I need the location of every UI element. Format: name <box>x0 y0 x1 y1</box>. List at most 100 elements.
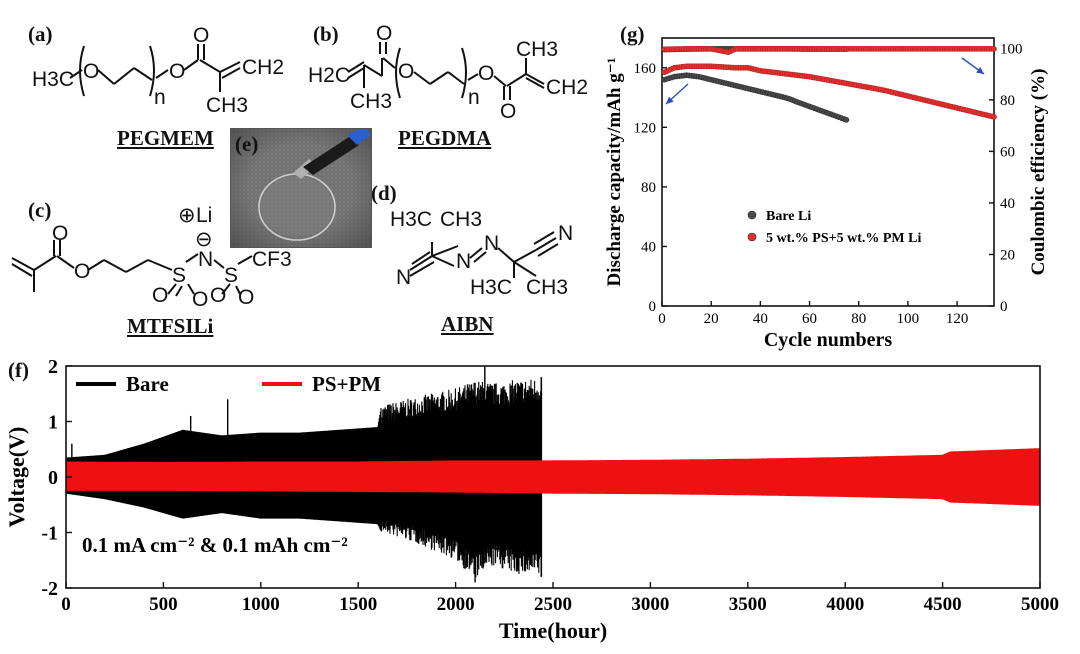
chart-f-xtick-label: 500 <box>149 594 178 615</box>
chem-b-o1: O <box>376 22 392 45</box>
chem-d-n3: N <box>484 232 499 255</box>
chart-g-arrow-right-head <box>976 66 984 74</box>
chart-g-y2tick-label: 80 <box>1000 93 1015 109</box>
chem-a-o2: O <box>169 60 185 83</box>
chart-g-xlabel: Cycle numbers <box>764 329 893 351</box>
chem-b-h2c: H2C <box>308 64 350 87</box>
chem-c-o5: O <box>210 284 226 307</box>
chem-c-o4: O <box>192 288 208 311</box>
chart-g-legend-marker <box>747 210 757 220</box>
membrane-photo-art <box>231 129 371 247</box>
chart-g-y2tick-label: 40 <box>1000 196 1015 212</box>
chart-g-xtick-label: 120 <box>946 311 969 327</box>
chart-f-xtick-label: 0 <box>61 594 71 615</box>
chart-g-y2tick-label: 20 <box>1000 247 1015 263</box>
panel-label-g: (g) <box>620 22 645 46</box>
chem-d-h3c2: H3C <box>470 276 512 299</box>
chem-b-n: n <box>468 86 480 109</box>
chem-d-h3c1: H3C <box>390 208 432 231</box>
chart-g-series-3 <box>661 45 997 56</box>
chart-f: 0 500 1000 1500 2000 2500 3000 3500 4000 4500 5000… <box>4 356 1059 643</box>
chem-c-s2: S <box>224 264 238 287</box>
chart-g-ytick-label: 40 <box>641 239 656 255</box>
chart-g: 0 20 40 60 80 100 12004080120160020406080100Cy… <box>604 37 1049 351</box>
chart-f-xtick-label: 3000 <box>631 594 669 615</box>
chart-f-ytick-label: 1 <box>48 412 58 434</box>
chart-f-xtick-label: 4000 <box>826 594 864 615</box>
chem-c-o1: O <box>52 222 68 245</box>
chem-a-o1: O <box>83 60 99 83</box>
chart-g-xtick-label: 100 <box>897 311 920 327</box>
chart-g-series-1 <box>661 63 997 120</box>
chem-d-n4: N <box>558 222 573 245</box>
chem-c-o6: O <box>238 286 254 309</box>
chart-g-ytick-label: 120 <box>634 120 657 136</box>
chem-b-o3: O <box>478 62 494 85</box>
chem-a-ch2: CH2 <box>242 56 284 79</box>
chart-g-point <box>991 114 997 120</box>
chem-c-minus: ⊖ <box>195 228 213 251</box>
chem-a-h3c: H3C <box>32 68 74 91</box>
chart-g-arrow-left-head <box>666 96 674 104</box>
chem-b-ch3: CH3 <box>350 90 392 113</box>
chart-f-annotation: 0.1 mA cm⁻² & 0.1 mAh cm⁻² <box>82 533 348 557</box>
chart-g-xtick-label: 40 <box>753 311 768 327</box>
chart-f-xtick-label: 3500 <box>729 594 767 615</box>
chem-c-li: Li <box>196 204 212 227</box>
chem-a-ch3: CH3 <box>206 94 248 117</box>
chem-b-ch2: CH2 <box>546 76 588 99</box>
chart-g-point <box>843 117 850 123</box>
chart-g-legend-label: Bare Li <box>766 209 811 224</box>
chem-d-ch3a: CH3 <box>440 208 482 231</box>
chart-g-frame <box>661 37 995 307</box>
chem-a-n: n <box>154 86 166 109</box>
chem-d-ch3b: CH3 <box>526 276 568 299</box>
chart-f-xlabel: Time(hour) <box>499 618 607 643</box>
compound-name-pegmem: PEGMEM <box>117 126 214 150</box>
chart-g-xtick-label: 0 <box>658 311 666 327</box>
chart-f-ytick-label: 0 <box>48 467 58 489</box>
chemical-structures: H3C O n O O CH2 CH3 H2C O O n O O CH3 CH… <box>11 22 588 311</box>
chart-f-ytick-label: -2 <box>41 578 58 600</box>
chart-g-xtick-label: 20 <box>704 311 719 327</box>
panel-label-e: (e) <box>235 132 259 156</box>
chart-g-y2label: Coulombic efficiency (%) <box>1028 69 1049 276</box>
compound-name-pegdma: PEGDMA <box>398 126 492 150</box>
chem-c-plus: ⊕ <box>178 204 196 227</box>
chart-f-xtick-label: 2500 <box>534 594 572 615</box>
chart-g-xtick-label: 60 <box>802 311 817 327</box>
compound-name-mtfsili: MTFSILi <box>127 314 214 338</box>
chart-f-band <box>66 448 1040 506</box>
chart-f-ytick-label: -1 <box>41 523 58 545</box>
chem-d-n1: N <box>396 266 411 289</box>
chart-f-xtick-label: 2000 <box>437 594 475 615</box>
chart-g-point <box>991 45 997 52</box>
chart-g-ytick-label: 80 <box>641 180 656 196</box>
chem-c-n: N <box>198 248 213 271</box>
chart-f-legend-label: Bare <box>126 372 169 396</box>
chem-c-s1: S <box>172 264 186 287</box>
chem-d-n2: N <box>456 250 471 273</box>
chart-g-y2tick-label: 60 <box>1000 144 1015 160</box>
compound-name-aibn: AIBN <box>441 312 494 336</box>
chart-f-ytick-label: 2 <box>48 356 58 378</box>
chem-b-o2: O <box>398 60 414 83</box>
chart-f-xtick-label: 4500 <box>924 594 962 615</box>
chart-g-legend-label: 5 wt.% PS+5 wt.% PM Li <box>766 231 921 246</box>
chart-g-ytick-label: 160 <box>634 61 657 77</box>
panel-label-d: (d) <box>371 181 397 205</box>
chart-g-xtick-label: 80 <box>851 311 866 327</box>
chem-b-ch3b: CH3 <box>516 38 558 61</box>
chem-c-cf3: CF3 <box>252 248 292 271</box>
chart-f-legend-label: PS+PM <box>312 372 381 396</box>
chart-g-y2tick-label: 0 <box>1000 299 1008 315</box>
chem-b-o4: O <box>500 100 516 123</box>
chart-g-ylabel: Discharge capacity/mAh g⁻¹ <box>604 58 625 287</box>
chart-f-plot <box>66 366 1040 583</box>
chem-c-o2: O <box>74 260 90 283</box>
chart-g-ytick-label: 0 <box>649 299 657 315</box>
panel-label-b: (b) <box>313 22 339 46</box>
panel-label-c: (c) <box>28 198 52 222</box>
chem-a-o3: O <box>193 24 209 47</box>
chart-g-legend-marker <box>747 232 757 242</box>
